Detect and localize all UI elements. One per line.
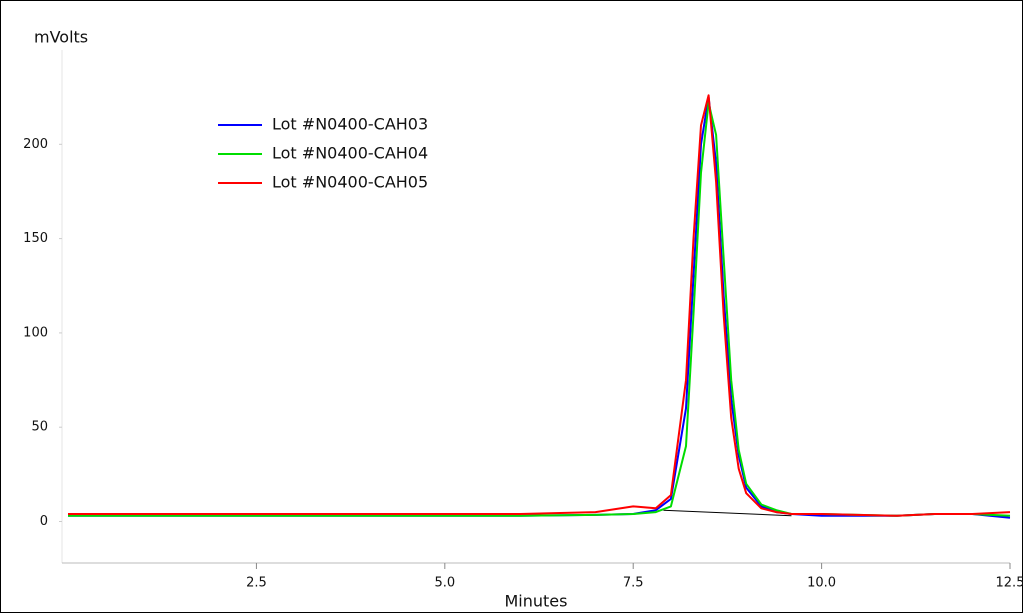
x-tick-label: 10.0: [807, 576, 836, 591]
y-tick-label: 0: [40, 514, 48, 529]
x-tick-label: 12.5: [996, 576, 1023, 591]
x-tick-label: 7.5: [623, 576, 644, 591]
y-tick-label: 200: [23, 137, 48, 152]
legend-label: Lot #N0400-CAH05: [272, 173, 428, 192]
y-tick-label: 50: [31, 420, 48, 435]
baseline-line: [663, 509, 792, 517]
x-axis-label: Minutes: [505, 592, 568, 611]
y-axis-label: mVolts: [34, 28, 88, 47]
y-tick-label: 100: [23, 325, 48, 340]
x-tick-label: 5.0: [434, 576, 455, 591]
y-tick-label: 150: [23, 231, 48, 246]
legend-label: Lot #N0400-CAH04: [272, 144, 428, 163]
legend-label: Lot #N0400-CAH03: [272, 115, 428, 134]
x-tick-label: 2.5: [246, 576, 267, 591]
series-line: [68, 94, 1011, 517]
